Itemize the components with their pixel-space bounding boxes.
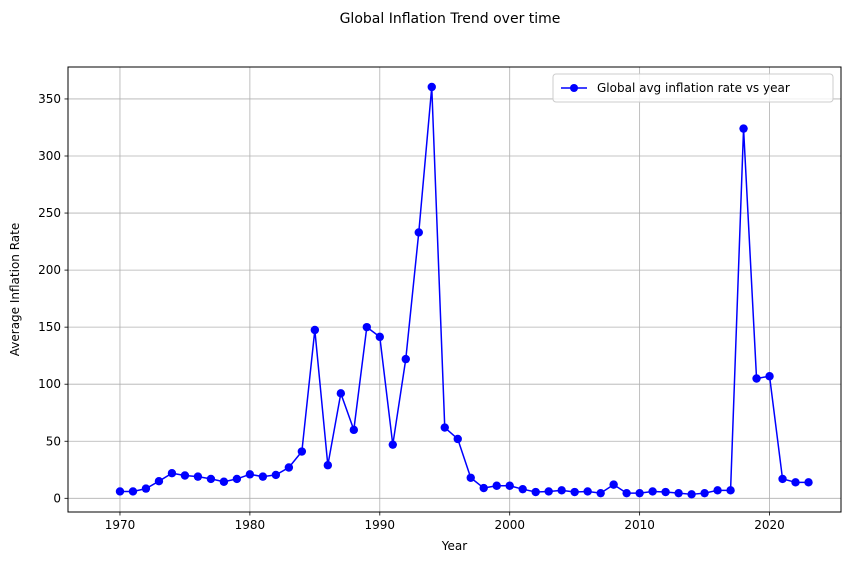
data-point xyxy=(713,486,722,495)
data-point xyxy=(375,332,384,342)
grid xyxy=(68,67,841,512)
x-tick-label: 1980 xyxy=(235,518,266,532)
data-point xyxy=(570,487,579,497)
legend-label: Global avg inflation rate vs year xyxy=(597,81,790,95)
data-point xyxy=(583,487,592,496)
data-point xyxy=(739,124,748,133)
y-tick-label: 350 xyxy=(38,92,61,106)
data-point xyxy=(180,471,190,480)
y-tick-label: 250 xyxy=(38,206,61,220)
data-point xyxy=(427,82,436,92)
data-point xyxy=(401,354,410,364)
data-point xyxy=(141,484,151,493)
legend: Global avg inflation rate vs year xyxy=(552,73,834,103)
data-point xyxy=(726,486,735,495)
data-point xyxy=(154,476,164,486)
x-tick-label: 1970 xyxy=(105,518,136,532)
data-point xyxy=(544,487,553,496)
data-point xyxy=(245,470,255,479)
y-tick-label: 50 xyxy=(46,434,61,448)
data-point xyxy=(466,473,475,482)
data-point xyxy=(557,486,566,495)
data-point xyxy=(440,423,449,432)
data-point xyxy=(765,372,774,381)
y-axis: 0 50 100 150 200 250 300 350 xyxy=(38,92,68,505)
data-point xyxy=(518,484,527,494)
data-point xyxy=(388,440,397,449)
data-point xyxy=(596,488,605,498)
data-point xyxy=(115,487,125,496)
data-point xyxy=(232,474,242,484)
chart-title: Global Inflation Trend over time xyxy=(340,11,561,27)
x-axis: 1970 1980 1990 2000 2010 2020 xyxy=(105,512,785,532)
data-point xyxy=(635,488,644,498)
legend-marker-swatch xyxy=(570,84,578,92)
legend-box xyxy=(552,73,834,103)
x-tick-label: 2020 xyxy=(754,518,785,532)
y-axis-label: Average Inflation Rate xyxy=(8,223,22,356)
data-point xyxy=(505,481,514,490)
y-tick-label: 100 xyxy=(38,377,61,391)
data-point xyxy=(453,434,462,444)
data-point xyxy=(128,487,138,496)
data-point xyxy=(414,228,423,237)
y-tick-label: 0 xyxy=(53,491,61,505)
y-tick-label: 200 xyxy=(38,263,61,277)
data-point xyxy=(674,488,683,498)
data-point xyxy=(700,488,709,498)
series-layer xyxy=(115,82,813,499)
data-point xyxy=(362,322,372,332)
data-point xyxy=(479,483,488,493)
data-point xyxy=(323,461,333,470)
data-point xyxy=(687,490,696,499)
x-tick-label: 2010 xyxy=(624,518,655,532)
data-point xyxy=(219,477,229,486)
data-point xyxy=(193,472,203,481)
data-point xyxy=(648,487,657,496)
data-point xyxy=(336,389,346,398)
x-tick-label: 2000 xyxy=(494,518,525,532)
series-line xyxy=(119,86,809,496)
data-point xyxy=(791,478,800,487)
x-axis-label: Year xyxy=(441,539,467,553)
data-point xyxy=(206,474,216,484)
data-point xyxy=(284,463,294,472)
data-point xyxy=(752,374,761,383)
data-point xyxy=(622,488,631,498)
y-tick-label: 300 xyxy=(38,149,61,163)
plot-frame xyxy=(67,66,842,513)
data-point xyxy=(531,487,540,497)
data-point xyxy=(167,469,177,478)
data-point xyxy=(661,487,670,497)
data-point xyxy=(804,478,813,487)
data-point xyxy=(258,472,268,481)
x-tick-label: 1990 xyxy=(365,518,396,532)
y-tick-label: 150 xyxy=(38,320,61,334)
data-point xyxy=(297,447,307,456)
data-point xyxy=(778,474,787,484)
data-point xyxy=(271,470,281,480)
data-point xyxy=(492,481,501,490)
data-point xyxy=(310,325,320,335)
data-point xyxy=(609,480,618,489)
data-point xyxy=(349,425,359,435)
